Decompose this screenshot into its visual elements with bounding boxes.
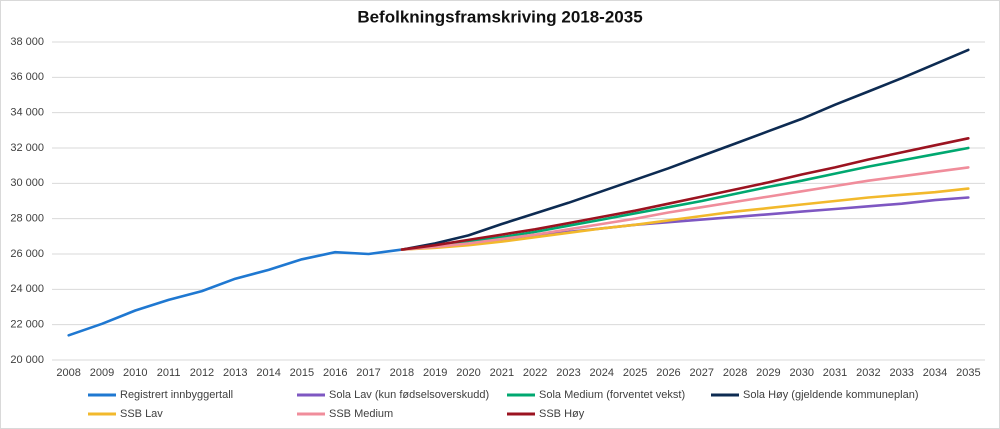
y-tick-label: 36 000 [10,71,44,83]
chart-title: Befolkningsframskriving 2018-2035 [357,7,642,26]
x-tick-label: 2009 [90,367,114,379]
x-tick-label: 2033 [889,367,913,379]
x-tick-label: 2030 [789,367,813,379]
series-line [400,166,970,251]
y-tick-label: 20 000 [10,354,44,366]
legend-label: Registrert innbyggertall [120,389,233,401]
x-tick-label: 2025 [623,367,647,379]
x-tick-label: 2035 [956,367,980,379]
legend-label: SSB Høy [539,408,585,420]
y-tick-label: 38 000 [10,36,44,48]
x-tick-label: 2022 [523,367,547,379]
x-tick-label: 2034 [923,367,947,379]
legend-label: Sola Høy (gjeldende kommuneplan) [743,389,918,401]
series-line [400,146,970,251]
y-tick-label: 26 000 [10,248,44,260]
x-tick-label: 2031 [823,367,847,379]
x-tick-label: 2014 [256,367,280,379]
x-tick-label: 2027 [690,367,714,379]
x-tick-label: 2026 [656,367,680,379]
legend-label: SSB Medium [329,408,393,420]
x-tick-label: 2020 [456,367,480,379]
y-tick-label: 24 000 [10,283,44,295]
legend-label: SSB Lav [120,408,163,420]
legend-label: Sola Medium (forventet vekst) [539,389,685,401]
x-tick-label: 2018 [390,367,414,379]
y-tick-label: 34 000 [10,107,44,119]
x-tick-label: 2015 [290,367,314,379]
x-tick-label: 2011 [157,367,181,379]
x-tick-label: 2019 [423,367,447,379]
x-tick-label: 2010 [123,367,147,379]
series-line [400,137,970,251]
x-tick-label: 2028 [723,367,747,379]
series-line [67,248,404,337]
x-tick-label: 2029 [756,367,780,379]
x-tick-label: 2017 [356,367,380,379]
y-tick-label: 22 000 [10,319,44,331]
y-tick-label: 30 000 [10,177,44,189]
legend-label: Sola Lav (kun fødselsoverskudd) [329,389,489,401]
series-line [400,187,970,251]
x-tick-label: 2008 [56,367,80,379]
x-tick-label: 2024 [590,367,614,379]
y-tick-label: 28 000 [10,213,44,225]
x-tick-label: 2032 [856,367,880,379]
x-tick-label: 2013 [223,367,247,379]
x-tick-label: 2016 [323,367,347,379]
x-tick-label: 2021 [490,367,514,379]
x-tick-label: 2023 [556,367,580,379]
x-tick-label: 2012 [190,367,214,379]
series-line [400,48,970,251]
y-tick-label: 32 000 [10,142,44,154]
